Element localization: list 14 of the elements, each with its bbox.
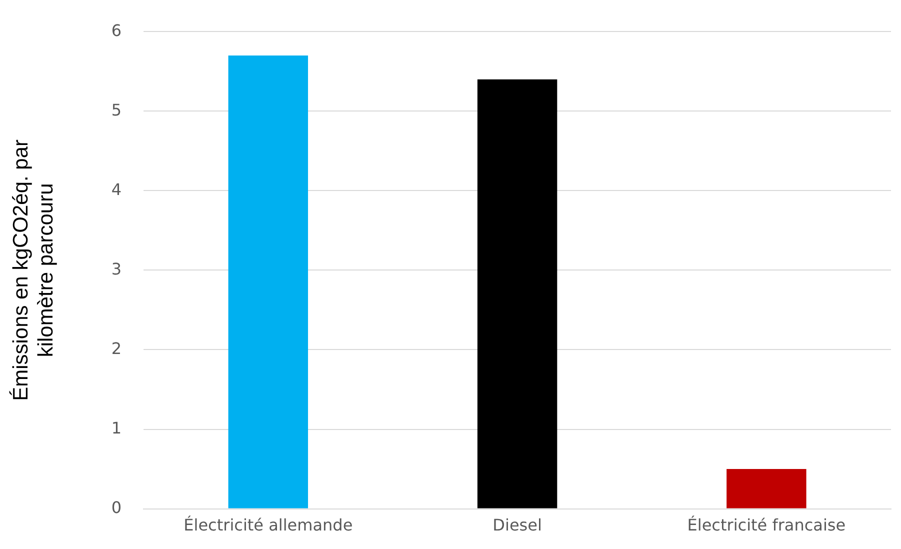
y-tick-label: 6: [111, 20, 122, 40]
x-tick-label: Diesel: [492, 516, 542, 535]
y-tick-label: 3: [111, 259, 122, 278]
x-tick-label: Électricité francaise: [687, 516, 846, 535]
y-tick-label: 5: [111, 100, 122, 120]
y-tick-label: 4: [111, 180, 122, 199]
y-tick-label: 2: [111, 338, 122, 358]
y-axis-title: Émissions en kgCO2éq. par kilomètre parcouru: [8, 139, 58, 401]
bar: [228, 55, 308, 508]
bar: [726, 469, 806, 508]
y-tick-label: 1: [111, 418, 122, 438]
bar: [477, 79, 558, 508]
x-tick-label: Électricité allemande: [184, 516, 353, 535]
y-tick-label: 0: [111, 498, 122, 517]
